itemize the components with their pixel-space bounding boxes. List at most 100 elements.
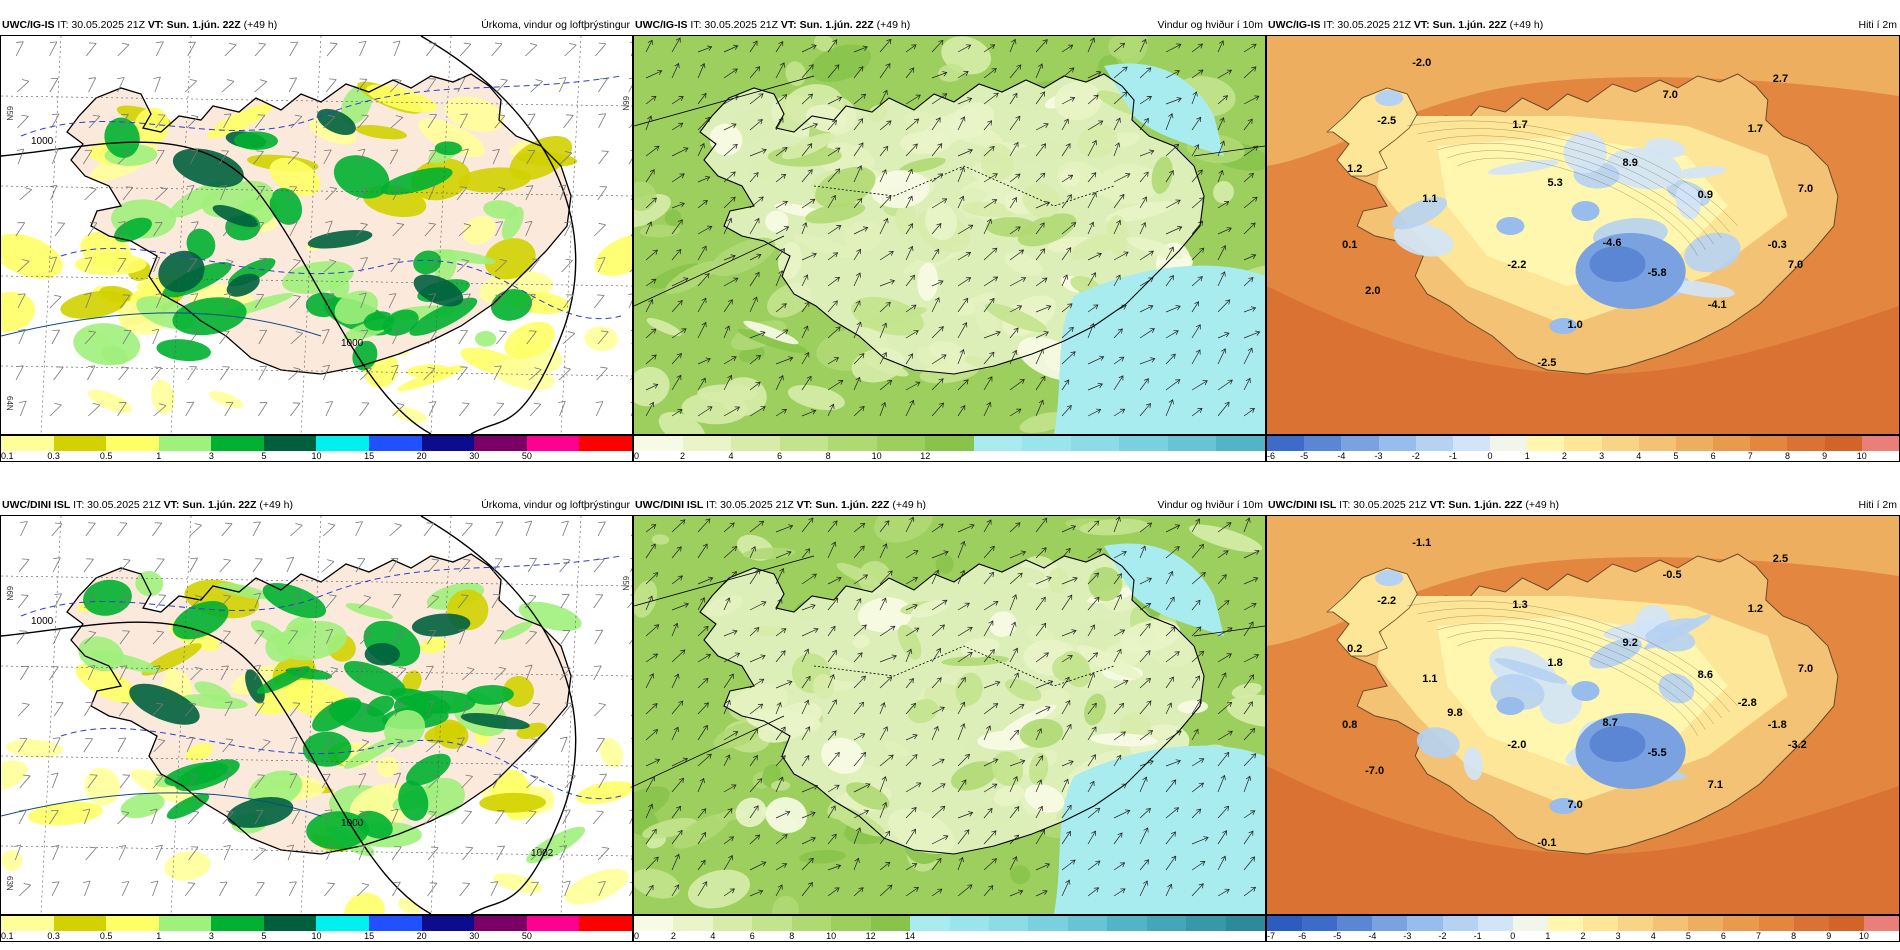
wind-arrow: [697, 724, 708, 741]
wind-barb: [461, 148, 469, 165]
wind-arrow: [723, 95, 739, 105]
wind-barb: [530, 79, 543, 93]
wind-arrow: [1139, 38, 1147, 53]
wind-arrow: [749, 889, 764, 897]
colorbar-tick: 1: [1545, 931, 1551, 941]
wind-arrow: [1009, 349, 1018, 365]
wind-barb: [394, 666, 407, 681]
wind-arrow: [801, 811, 816, 819]
wind-arrow: [1035, 375, 1046, 391]
wind-barb: [495, 810, 505, 825]
wind-arrow: [801, 93, 814, 105]
precip-map[interactable]: 1000 1000 1002 66N 65N 63N: [0, 515, 633, 915]
temp-value: 1.1: [1422, 193, 1437, 205]
temp-value: 0.2: [1347, 643, 1362, 655]
colorbar-cell: [474, 436, 527, 451]
wind-barb: [494, 114, 506, 129]
temp-value: 0.8: [1342, 719, 1357, 731]
wind-barb: [86, 42, 97, 57]
wind-arrow: [905, 576, 919, 585]
wind-arrow: [853, 376, 861, 391]
wind-arrow: [775, 62, 785, 79]
wind-barb: [118, 366, 130, 381]
wind-arrow: [1061, 576, 1078, 585]
colorbar-tick: 50: [521, 931, 532, 941]
temp-map[interactable]: -2.0 2.7 -2.5 7.0 1.7 1.7 1.2 8.9 5.3 0.9 7.0 1.1 0.…: [1266, 35, 1900, 435]
wind-arrow: [1191, 380, 1208, 391]
wind-arrow: [983, 807, 993, 819]
colorbar-cell: [1267, 436, 1305, 451]
wind-arrow: [645, 673, 655, 689]
wind-arrow: [1009, 38, 1017, 53]
temp-map[interactable]: -1.1 2.5 -2.2 -0.5 1.3 1.2 0.2 9.2 1.8 8.6 7.0 1.1 0…: [1266, 515, 1900, 915]
wind-barb: [359, 329, 369, 345]
wind-arrow: [1113, 251, 1129, 261]
wind-arrow: [775, 40, 784, 53]
colorbar-tick: 5: [261, 451, 267, 461]
wind-arrow: [957, 148, 973, 157]
colorbar-tick: 3: [208, 451, 214, 461]
wind-arrow: [723, 171, 736, 183]
wind-arrow: [697, 653, 712, 663]
wind-barb: [355, 810, 367, 825]
colorbar-cell: [579, 436, 632, 451]
colorbar-cell: [263, 916, 317, 931]
wind-arrow: [931, 39, 944, 53]
wind-arrow: [957, 97, 973, 105]
precip-map[interactable]: 1000 1000 65N 66N 64N: [0, 35, 633, 435]
wind-arrow: [1139, 730, 1154, 741]
colorbar-tick: 7: [1756, 931, 1762, 941]
colorbar: -6 -5 -4 -3 -2 -1 0 1 2 3 4 5 6 7 8 9 10: [1266, 435, 1900, 462]
wind-arrow: [983, 401, 992, 417]
colorbar-cell: [421, 436, 475, 451]
wind-barb: [155, 292, 163, 309]
colorbar-cell: [1070, 436, 1120, 451]
wind-arrow: [1009, 226, 1021, 235]
wind-arrow: [1243, 95, 1260, 105]
wind-arrow: [931, 599, 948, 611]
wind-arrow: [983, 276, 999, 287]
wind-arrow: [931, 280, 944, 287]
wind-arrow: [697, 576, 714, 585]
wind-arrow: [957, 277, 972, 287]
wind-arrow: [1139, 171, 1149, 183]
wind-arrow: [749, 196, 764, 209]
wind-arrow: [1009, 834, 1020, 845]
temp-value: 7.0: [1567, 799, 1582, 811]
colorbar-cell: [1415, 436, 1453, 451]
wind-barb: [54, 222, 65, 237]
wind-map[interactable]: [633, 35, 1266, 435]
wind-arrow: [723, 571, 738, 585]
wind-arrow: [879, 89, 888, 105]
wind-arrow: [1191, 276, 1203, 287]
wind-map[interactable]: [633, 515, 1266, 915]
wind-barb: [594, 629, 604, 645]
wind-arrow: [1165, 626, 1176, 637]
colorbar-cell: [1372, 916, 1408, 931]
colorbar-cell: [1186, 916, 1226, 931]
wind-arrow: [749, 805, 759, 819]
wind-arrow: [1035, 123, 1049, 131]
wind-arrow: [697, 702, 709, 715]
panel-header: UWC/IG-IS IT: 30.05.2025 21Z VT: Sun. 1.…: [633, 15, 1266, 35]
wind-arrow: [801, 301, 810, 313]
wind-arrow: [1165, 225, 1183, 235]
wind-arrow: [749, 627, 760, 637]
wind-arrow: [801, 836, 816, 845]
wind-barb: [325, 628, 334, 645]
wind-arrow: [1061, 830, 1071, 845]
panel-header: UWC/IG-IS IT: 30.05.2025 21Z VT: Sun. 1.…: [0, 15, 633, 35]
wind-barb: [526, 113, 536, 129]
wind-barb: [53, 702, 64, 717]
wind-barb: [288, 630, 299, 645]
wind-arrow: [853, 574, 869, 585]
wind-barb: [423, 522, 435, 537]
wind-arrow: [1217, 227, 1232, 235]
wind-arrow: [827, 541, 837, 559]
colorbar-tick: 3: [1599, 451, 1605, 461]
wind-barb: [559, 666, 571, 681]
wind-arrow: [1061, 379, 1070, 391]
temp-value: -0.5: [1663, 569, 1682, 581]
wind-arrow: [1035, 652, 1049, 663]
colorbar: 0.1 0.3 0.5 1 3 5 10 15 20 30 50: [0, 915, 633, 942]
